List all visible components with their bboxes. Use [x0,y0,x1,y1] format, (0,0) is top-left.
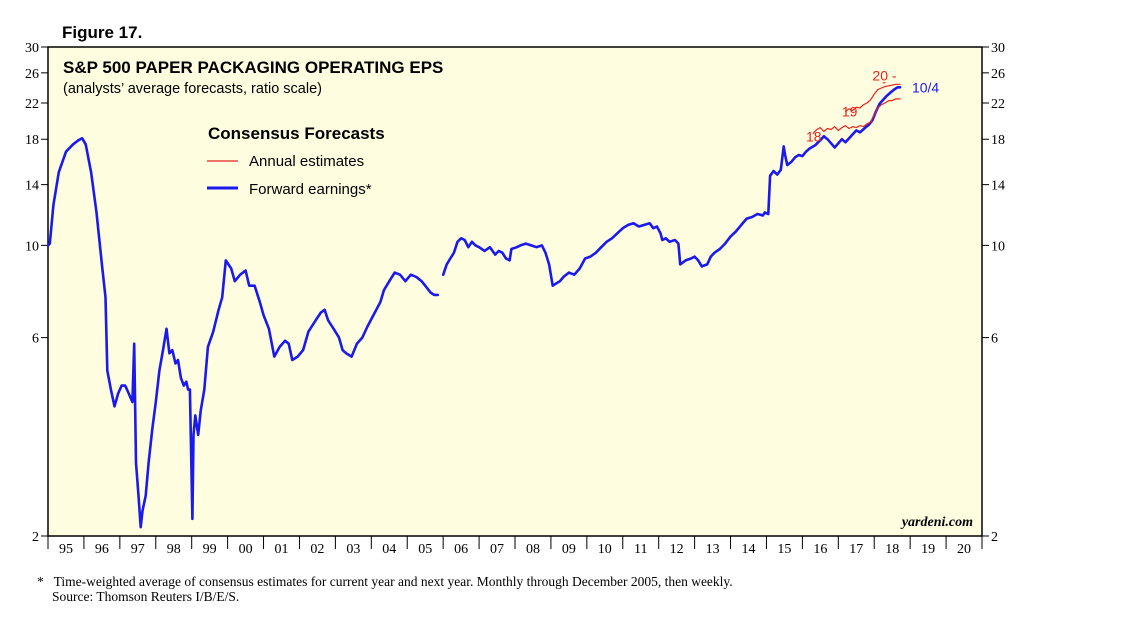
x-tick-label: 04 [382,542,396,557]
watermark: yardeni.com [900,515,973,530]
y-tick-label-left: 6 [32,332,39,347]
x-tick-label: 13 [706,542,720,557]
y-tick-label-left: 26 [25,67,39,82]
x-tick-label: 08 [526,542,540,557]
legend-label-forward: Forward earnings* [249,181,372,198]
x-tick-label: 14 [742,542,756,557]
series-line-forward-earnings [46,136,440,529]
x-tick-label: 97 [131,542,145,557]
plot-area [47,46,983,537]
x-tick-label: 07 [490,542,504,557]
x-tick-label: 19 [921,542,935,557]
x-tick-label: 10 [598,542,612,557]
y-tick-label-left: 18 [25,133,39,148]
annotation-label: 20 - [872,68,896,84]
x-tick-label: 16 [813,542,827,557]
legend: Consensus Forecasts Annual estimates For… [207,124,385,198]
x-tick-label: 03 [346,542,360,557]
x-tick-label: 20 [957,542,971,557]
annotation-label: 19 [842,103,858,119]
chart-subtitle: (analysts’ average forecasts, ratio scal… [63,81,322,97]
x-tick-label: 95 [59,542,73,557]
annotation-label: 10/4 [912,79,939,95]
x-tick-label: 05 [418,542,432,557]
y-tick-label-left: 10 [25,239,39,254]
chart-title: S&P 500 PAPER PACKAGING OPERATING EPS [63,58,443,77]
y-tick-label-right: 10 [991,239,1005,254]
figure-label: Figure 17. [62,23,142,42]
y-tick-label-left: 2 [32,530,39,545]
y-tick-label-right: 2 [991,530,998,545]
series-line-19 [844,83,901,112]
series-line-18 [812,98,901,134]
x-axis: 95 96 97 98 99 00 01 02 03 04 05 06 07 08 09 10 11 12 13 14… [47,536,983,557]
y-tick-label-right: 18 [991,133,1005,148]
x-tick-label: 02 [310,542,324,557]
y-tick-label-left: 30 [25,41,39,56]
x-tick-label: 11 [634,542,647,557]
y-tick-label-left: 22 [25,97,39,112]
y-tick-label-right: 14 [991,179,1005,194]
x-tick-label: 17 [849,542,863,557]
annotation-label: 18 [806,128,822,144]
y-tick-label-right: 30 [991,41,1005,56]
legend-title: Consensus Forecasts [208,124,385,143]
y-tick-label-left: 14 [25,179,39,194]
y-tick-label-right: 22 [991,97,1005,112]
x-tick-label: 00 [239,542,253,557]
x-tick-label: 15 [777,542,791,557]
series-layer [46,82,902,529]
legend-label-annual: Annual estimates [249,153,364,170]
x-tick-label: 96 [95,542,109,557]
x-tick-label: 99 [203,542,217,557]
series-line-forward-earnings-weekly [441,86,902,287]
annotation-layer: 18 19 20 - 10/4 [806,68,939,145]
y-tick-label-right: 6 [991,332,998,347]
y-tick-label-right: 26 [991,67,1005,82]
footnote: * Time-weighted average of consensus est… [37,574,733,589]
x-tick-label: 12 [670,542,684,557]
x-tick-label: 09 [562,542,576,557]
x-tick-label: 06 [454,542,468,557]
x-tick-label: 98 [167,542,181,557]
x-tick-label: 01 [275,542,289,557]
x-tick-label: 18 [885,542,899,557]
source-note: Source: Thomson Reuters I/B/E/S. [52,589,239,604]
